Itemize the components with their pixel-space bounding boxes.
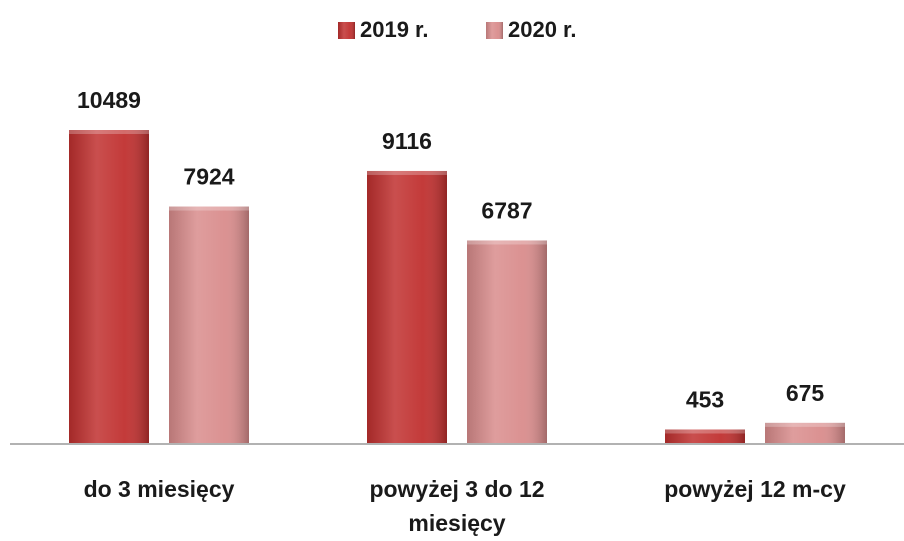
- legend-swatch-shade: [486, 22, 503, 39]
- bar-cap: [765, 422, 845, 427]
- x-tick-label: do 3 miesięcy: [83, 476, 235, 502]
- bar-cap: [69, 130, 149, 134]
- bar-cap: [367, 170, 447, 175]
- bar-shade: [467, 240, 547, 443]
- value-label: 453: [686, 387, 724, 413]
- value-label: 7924: [183, 164, 234, 190]
- bar-shade: [765, 422, 845, 443]
- bar-shade: [665, 429, 745, 443]
- value-label: 9116: [382, 128, 432, 154]
- x-tick-label: powyżej 12 m-cy: [664, 476, 846, 502]
- value-label: 10489: [77, 87, 141, 113]
- legend-label: 2019 r.: [360, 17, 429, 42]
- bar-shade: [69, 130, 149, 443]
- x-tick-label: powyżej 3 do 12 miesięcy: [369, 476, 545, 536]
- bar-shade: [169, 206, 249, 443]
- value-label: 675: [786, 380, 825, 406]
- bar-cap: [467, 240, 547, 245]
- legend-label: 2020 r.: [508, 17, 577, 42]
- bar-cap: [169, 206, 249, 211]
- value-label: 6787: [481, 198, 532, 224]
- bar-cap: [665, 429, 745, 434]
- legend-swatch-shade: [338, 22, 355, 39]
- bar-shade: [367, 170, 447, 443]
